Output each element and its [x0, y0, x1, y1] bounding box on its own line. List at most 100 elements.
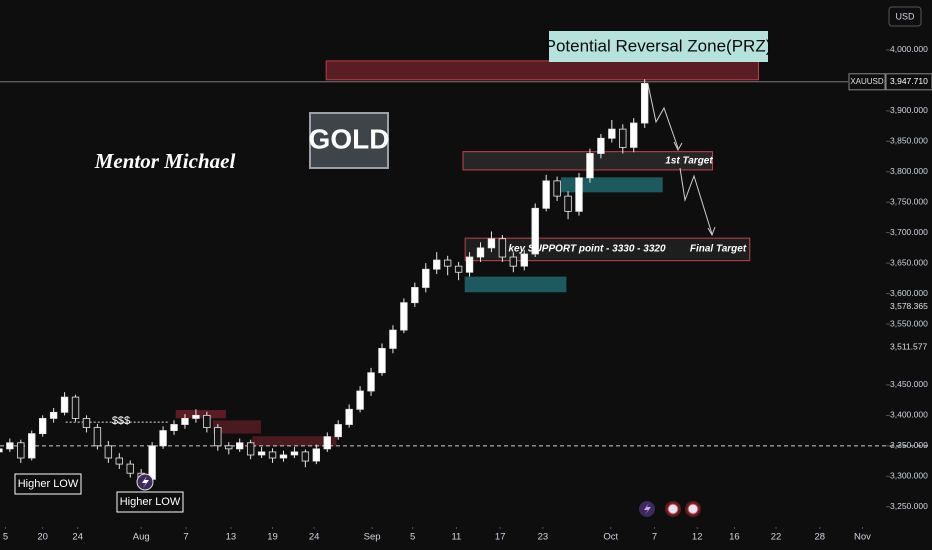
x-tick-label: 12 [692, 532, 703, 543]
x-tick-label: 16 [729, 532, 740, 543]
x-tick-label: 5 [3, 532, 8, 543]
y-tick-label: 3,300.000 [890, 471, 928, 481]
projection-arrow [647, 83, 679, 149]
candle-body [39, 418, 47, 435]
zone [212, 420, 261, 434]
zone [252, 436, 337, 447]
candle-body [509, 256, 518, 267]
candle-body [597, 137, 605, 154]
x-tick-label: Oct [603, 532, 618, 543]
higher-low-box [116, 491, 184, 513]
zone [560, 177, 663, 193]
candle-body [345, 408, 353, 425]
higher-low-box [14, 473, 82, 495]
candle-body [312, 448, 321, 462]
price-tag-box [888, 340, 932, 355]
candle-body [586, 153, 594, 179]
x-tick-label: 7 [183, 532, 188, 543]
last-price: 3,947.710 [890, 76, 928, 86]
candle-body [214, 427, 222, 447]
candle-body [115, 457, 123, 465]
candle-body [17, 442, 25, 459]
last-price-box [885, 73, 932, 91]
prz-label-box [549, 31, 768, 62]
price-tag: 3,578.365 [890, 301, 928, 311]
candle-body [49, 411, 58, 419]
y-tick-label: 3,250.000 [890, 501, 928, 511]
final-target: Final Target [690, 244, 747, 255]
zone [175, 409, 226, 419]
badge-box [309, 112, 389, 169]
event-icon-glyph [687, 503, 699, 515]
currency: USD [895, 11, 915, 21]
candle-body [181, 418, 189, 425]
candle-body [0, 448, 3, 453]
candles [0, 79, 649, 486]
y-tick-label: 3,750.000 [890, 196, 928, 206]
candle-body [640, 83, 649, 124]
x-tick-label: 17 [495, 532, 506, 543]
x-tick-label: 23 [538, 532, 549, 543]
candle-body [82, 418, 91, 428]
badge: GOLD [309, 123, 390, 154]
symbol-tag-box [848, 73, 886, 91]
candle-body [630, 122, 638, 148]
higher-low-label: Higher LOW [18, 478, 79, 490]
candle-body [400, 302, 408, 331]
candle-body [60, 396, 69, 413]
liquidity-label: $$$ [112, 415, 130, 427]
candle-body [564, 195, 572, 212]
time-axis: 5 20 24 Aug 7 13 19 24 Sep 5 11 17 23 Oct 7 12 16 22 28 Nov [3, 527, 871, 543]
candle-body [520, 253, 528, 267]
candle-body [203, 414, 211, 428]
candle-body [443, 259, 452, 267]
y-tick-label: 3,650.000 [890, 257, 928, 267]
x-tick-label: 22 [771, 532, 782, 543]
support-label: key SUPPORT point - 3330 - 3320 [508, 244, 666, 255]
x-tick-label: Sep [364, 532, 381, 543]
candle-body [236, 442, 244, 450]
currency-box[interactable] [888, 6, 922, 27]
y-tick-label: 4,000.000 [890, 44, 928, 54]
candle-body [433, 259, 441, 270]
candle-body [170, 424, 178, 431]
candle-body [290, 451, 299, 456]
candle-body [498, 238, 507, 258]
x-tick-label: 24 [309, 532, 320, 543]
x-tick-label: 24 [72, 532, 83, 543]
zone [464, 276, 567, 293]
x-tick-label: Aug [133, 532, 150, 543]
zones [175, 60, 760, 447]
x-tick-label: 19 [267, 532, 278, 543]
candle-body [487, 238, 496, 249]
y-tick-label: 3,550.000 [890, 318, 928, 328]
y-tick-label: 3,700.000 [890, 227, 928, 237]
x-tick-label: 11 [451, 532, 461, 543]
candle-body [159, 430, 167, 447]
candle-body [28, 433, 36, 459]
zone [325, 60, 760, 81]
candle-body [71, 396, 80, 419]
y-tick-label: 3,850.000 [890, 136, 928, 146]
symbol-tag: XAUUSD [850, 77, 884, 86]
candle-body [279, 454, 288, 459]
prz-label: Potential Reversal Zone(PRZ) [545, 36, 772, 55]
candle-body [367, 372, 375, 392]
y-tick-label: 3,350.000 [890, 440, 928, 450]
candle-body [619, 128, 627, 148]
first-target: 1st Target [665, 156, 713, 167]
price-tag-box [888, 299, 932, 314]
arrow-head [707, 226, 716, 237]
candle-body [301, 451, 310, 462]
candle-body [542, 180, 550, 209]
candle-body [268, 451, 277, 459]
x-tick-label: 20 [37, 532, 48, 543]
x-tick-label: Nov [854, 532, 871, 543]
candle-body [422, 268, 430, 288]
candle-body [323, 436, 331, 450]
arrow-head [673, 141, 683, 152]
price-tag: 3,511.577 [890, 342, 927, 352]
candle-body [531, 207, 539, 255]
author: Mentor Michael [94, 149, 236, 173]
x-tick-label: 7 [652, 532, 657, 543]
